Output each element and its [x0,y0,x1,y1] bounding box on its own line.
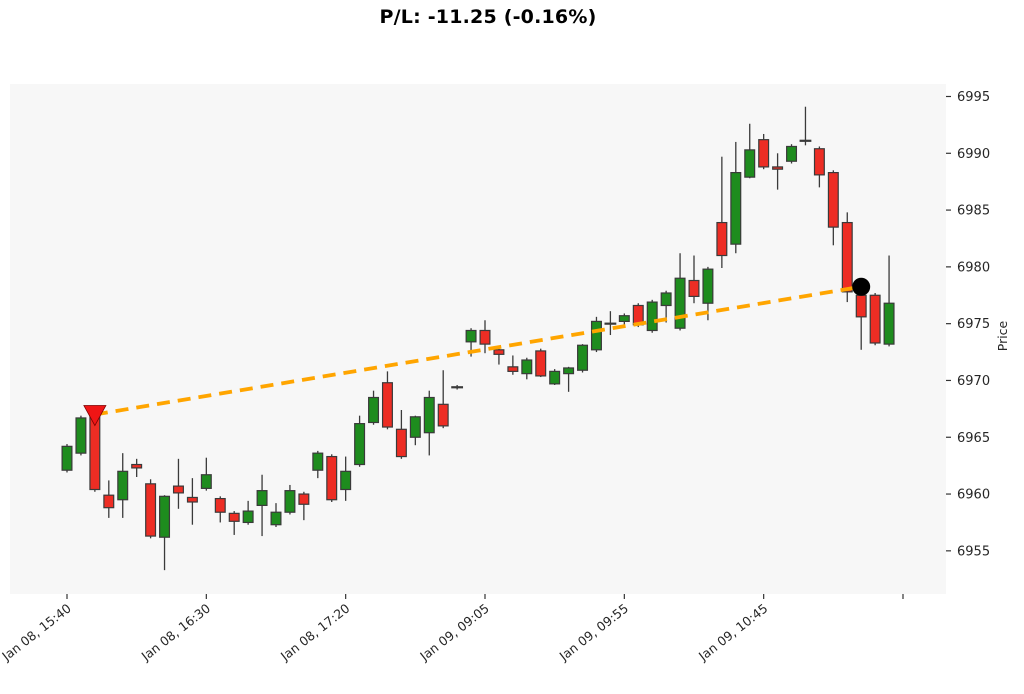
candle-body-up [549,370,561,385]
candle-body-down [437,403,449,427]
price-axis-label: Price [995,320,1010,351]
candle-body-down [186,496,198,503]
candle-body-up [883,302,895,345]
candle-body-down [228,512,240,522]
candle-body-up [730,171,742,245]
x-tick-label: Jan 09, 09:55 [556,601,632,665]
y-tick-label: 6980 [957,260,990,275]
candle-body-up [577,344,589,371]
candle-body-up [75,417,87,454]
x-tick-label: Jan 08, 17:20 [277,601,353,665]
exit-marker-circle-icon [852,277,871,296]
candle-body-up [590,320,602,351]
candle-body-down [827,171,839,228]
x-tick-label: Jan 09, 09:05 [416,601,492,665]
candle-body-down [103,494,115,509]
candle-body-up [200,474,212,489]
y-tick-label: 6965 [957,431,990,446]
candle-body-down [395,428,407,458]
candle-body-down [172,485,184,494]
candle-body-up [646,301,658,332]
candle-body-down [758,139,770,168]
candle-body-down [841,221,853,293]
candle-doji [604,322,617,325]
candle-body-up [312,452,324,471]
candle-body-up [61,445,73,471]
y-tick-label: 6955 [957,544,990,559]
candle-body-up [563,367,575,375]
candle-body-up [674,277,686,329]
y-tick-label: 6995 [957,90,990,105]
candle-doji [451,386,464,389]
candle-body-down [716,221,728,257]
candle-body-down [688,279,700,298]
candle-body-down [326,455,338,501]
candle-body-up [270,511,282,526]
chart-title: P/L: -11.25 (-0.16%) [379,6,597,28]
candle-body-down [855,294,867,318]
x-tick-label: Jan 08, 16:30 [138,601,214,665]
candle-body-up [354,423,366,466]
candle-body-up [423,396,435,434]
candle-body-down [298,493,310,505]
candle-doji [799,139,812,142]
candle-body-up [660,292,672,307]
candle-body-up [340,470,352,491]
candle-body-down [131,463,143,469]
candle-body-up [368,396,380,424]
candle-body-down [507,366,519,372]
candle-body-down [813,148,825,176]
candle-body-up [117,470,129,501]
candle-body-down [535,350,547,377]
x-tick-label: Jan 08, 15:40 [0,601,74,665]
candle-body-up [284,490,296,513]
candle-body-up [159,495,171,538]
candle-body-up [521,359,533,375]
candle-body-down [479,329,491,345]
candle-body-up [702,268,714,304]
y-tick-label: 6970 [957,374,990,389]
candle-body-up [242,510,254,524]
candle-body-down [381,382,393,428]
candle-body-up [465,329,477,343]
candle-body-down [493,349,505,355]
candle-body-down [145,483,157,537]
candle-body-down [214,497,226,513]
y-tick-label: 6990 [957,147,990,162]
y-tick-label: 6975 [957,317,990,332]
trade-connector-line [94,284,862,417]
candle-body-up [618,315,630,322]
y-tick-label: 6960 [957,488,990,503]
candle-body-down [869,294,881,344]
candle-body-up [409,416,421,438]
candle-body-up [786,145,798,162]
x-tick-label: Jan 09, 10:45 [695,601,771,665]
candle-body-up [256,490,268,507]
candle-body-down [772,166,784,170]
candle-body-up [744,149,756,178]
y-tick-label: 6985 [957,204,990,219]
entry-marker-triangle-down-icon [83,405,107,427]
